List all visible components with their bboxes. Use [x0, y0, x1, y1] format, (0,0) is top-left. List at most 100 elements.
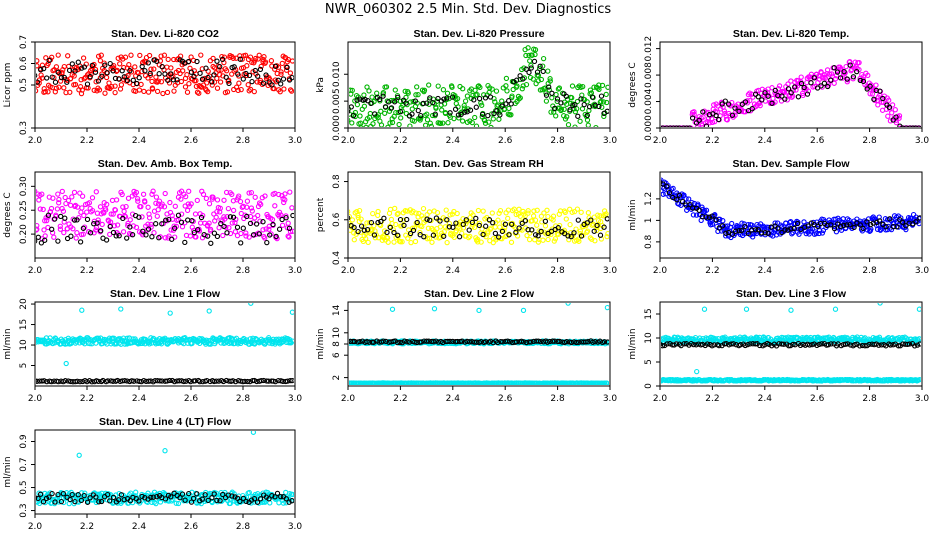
data-point — [378, 108, 384, 114]
y-tick-label: 0.5 — [19, 78, 29, 92]
data-point — [165, 56, 171, 63]
data-points — [661, 177, 921, 241]
y-axis-label: percent — [316, 197, 326, 232]
data-point — [203, 195, 210, 202]
plot-frame — [659, 301, 923, 387]
data-point — [154, 88, 161, 95]
chart-title: Stan. Dev. Li-820 Pressure — [413, 28, 544, 40]
data-point — [45, 60, 51, 67]
data-point — [79, 65, 85, 71]
data-point — [713, 112, 719, 119]
data-point — [36, 337, 38, 342]
data-point — [132, 64, 138, 70]
data-point — [466, 339, 473, 345]
data-point — [247, 86, 254, 93]
data-point — [178, 78, 185, 85]
data-point — [467, 233, 473, 240]
data-point — [130, 77, 136, 83]
data-point — [522, 218, 529, 224]
data-point — [237, 198, 244, 205]
chart-title: Stan. Dev. Li-820 Temp. — [733, 28, 849, 40]
data-point — [412, 98, 419, 104]
data-point — [540, 55, 547, 62]
data-point — [197, 70, 203, 76]
data-point — [108, 211, 114, 217]
data-point — [805, 223, 811, 229]
data-point — [195, 226, 201, 233]
data-point — [120, 229, 127, 235]
data-point — [542, 218, 549, 224]
data-point — [421, 87, 428, 93]
data-point — [829, 71, 835, 77]
data-point — [886, 104, 893, 110]
data-point — [214, 497, 220, 504]
outlier-point — [701, 306, 708, 312]
data-point — [433, 104, 439, 110]
data-point — [122, 54, 129, 60]
data-point — [719, 223, 726, 229]
data-point — [474, 91, 480, 98]
data-point — [852, 341, 858, 348]
x-tick-label: 3.0 — [288, 394, 303, 404]
data-point — [160, 90, 166, 97]
data-point — [63, 200, 69, 207]
data-point — [72, 81, 79, 88]
outlier-point — [565, 303, 571, 306]
data-point — [828, 222, 834, 228]
data-point — [136, 214, 142, 220]
data-point — [716, 116, 722, 123]
data-point — [762, 335, 768, 341]
data-point — [661, 341, 663, 347]
data-point — [351, 237, 357, 243]
data-point — [437, 224, 444, 230]
data-point — [465, 380, 472, 385]
data-point — [187, 378, 194, 385]
data-point — [103, 237, 110, 243]
data-point — [256, 231, 262, 237]
data-point — [269, 82, 275, 88]
data-point — [406, 339, 413, 345]
data-point — [70, 226, 76, 232]
y-axis-label: kPa — [316, 77, 326, 93]
data-point — [128, 52, 134, 58]
data-point — [99, 71, 105, 77]
data-point — [557, 338, 563, 345]
data-point — [278, 69, 284, 75]
data-point — [529, 218, 535, 224]
data-point — [214, 58, 220, 64]
data-point — [845, 341, 851, 347]
data-point — [496, 234, 502, 240]
data-point — [569, 95, 575, 101]
data-point — [447, 338, 453, 345]
data-point — [462, 98, 469, 104]
data-point — [230, 207, 237, 214]
data-point — [197, 378, 203, 385]
data-point — [724, 223, 731, 229]
data-point — [139, 214, 145, 220]
data-point — [805, 88, 812, 94]
y-tick-label: 0.3 — [19, 503, 29, 517]
data-point — [831, 65, 837, 71]
data-points — [661, 58, 921, 127]
data-point — [138, 498, 144, 504]
x-tick-label: 2.2 — [80, 266, 94, 276]
data-point — [377, 96, 383, 103]
data-point — [547, 78, 553, 84]
data-point — [822, 75, 829, 81]
data-point — [411, 225, 418, 231]
plot-frame — [659, 41, 923, 129]
data-point — [145, 89, 152, 95]
data-point — [266, 226, 272, 232]
data-point — [382, 104, 389, 110]
data-point — [36, 88, 39, 94]
y-tick-label: 0.5 — [19, 480, 29, 494]
data-point — [410, 227, 417, 234]
data-point — [661, 191, 666, 197]
data-point — [385, 124, 391, 127]
data-point — [762, 230, 768, 236]
data-point — [55, 52, 61, 58]
data-point — [190, 495, 197, 502]
data-point — [92, 69, 99, 75]
data-point — [426, 235, 433, 242]
